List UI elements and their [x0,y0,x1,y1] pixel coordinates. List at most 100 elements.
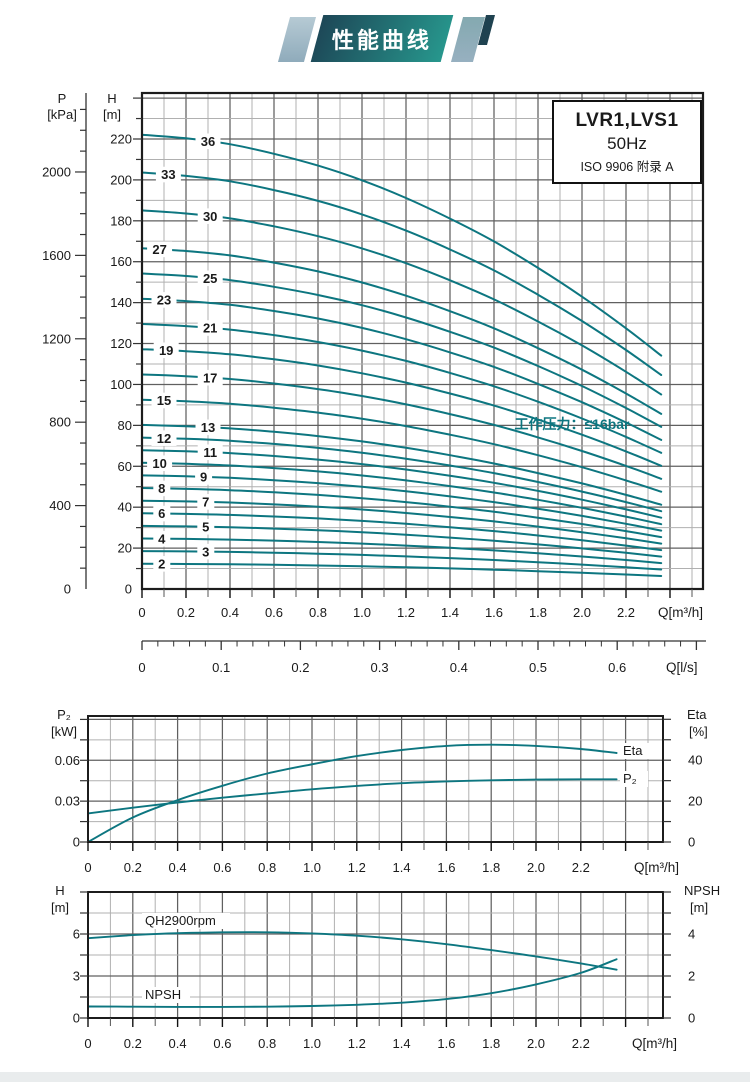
svg-text:Eta: Eta [623,743,643,758]
svg-text:2.2: 2.2 [572,1036,590,1051]
svg-text:25: 25 [203,271,217,286]
svg-text:0: 0 [84,860,91,875]
svg-text:1.6: 1.6 [437,860,455,875]
svg-text:2.2: 2.2 [617,605,635,620]
svg-text:1200: 1200 [42,331,71,346]
bottom-section-edge [0,1072,750,1082]
svg-text:20: 20 [688,794,702,809]
svg-text:1.2: 1.2 [397,605,415,620]
svg-text:1.8: 1.8 [482,860,500,875]
svg-text:0.06: 0.06 [55,753,80,768]
svg-text:0.6: 0.6 [265,605,283,620]
svg-text:200: 200 [110,172,132,187]
svg-text:0.3: 0.3 [371,660,389,675]
qh-npsh-curves [87,931,618,1008]
svg-text:0: 0 [688,1011,695,1026]
svg-text:0.6: 0.6 [608,660,626,675]
svg-text:0: 0 [138,660,145,675]
svg-text:1.8: 1.8 [529,605,547,620]
svg-text:0.6: 0.6 [213,1036,231,1051]
svg-text:120: 120 [110,336,132,351]
svg-text:0.1: 0.1 [212,660,230,675]
page-title: 性能曲线 [331,27,432,53]
hq-stage-labels: 36 33 30 27 25 23 21 19 17 15 13 12 11 10 9 8 7 6 5 4 3 2 [147,133,223,572]
svg-text:0.4: 0.4 [221,605,239,620]
svg-text:H: H [55,883,64,898]
svg-text:27: 27 [152,242,166,257]
svg-text:4: 4 [688,927,695,942]
svg-text:160: 160 [110,254,132,269]
svg-text:1.6: 1.6 [485,605,503,620]
svg-text:0.2: 0.2 [124,860,142,875]
svg-text:1.6: 1.6 [437,1036,455,1051]
svg-text:140: 140 [110,295,132,310]
svg-text:4: 4 [158,531,166,546]
svg-text:0: 0 [84,1036,91,1051]
svg-text:0.8: 0.8 [258,1036,276,1051]
svg-text:[kPa]: [kPa] [47,107,77,122]
svg-text:[m]: [m] [103,107,121,122]
svg-text:0: 0 [73,835,80,850]
svg-text:0: 0 [125,582,132,597]
svg-text:Q[m³/h]: Q[m³/h] [658,605,703,620]
p2-eta-chart: 0 0.03 0.06 0 20 40 P₂ [kW] Eta [%] 0 0.2 0.4 0.6 0.8 1… [51,707,708,875]
svg-text:0.8: 0.8 [258,860,276,875]
svg-text:P₂: P₂ [57,707,71,722]
svg-text:1.0: 1.0 [353,605,371,620]
svg-text:[kW]: [kW] [51,724,77,739]
p2-eta-curves [87,743,618,843]
svg-text:6: 6 [73,927,80,942]
svg-text:1.8: 1.8 [482,1036,500,1051]
svg-text:Q[m³/h]: Q[m³/h] [634,860,679,875]
svg-text:19: 19 [159,343,173,358]
svg-text:13: 13 [201,420,215,435]
frequency-label: 50Hz [607,133,647,153]
qh-npsh-chart: 0 3 6 0 2 4 H [m] NPSH [m] 0 0.2 0.4 0.6 0.8 1.0 1.2 1.4 1… [51,883,720,1051]
svg-text:9: 9 [200,470,207,485]
svg-text:[m]: [m] [690,900,708,915]
svg-text:0.2: 0.2 [124,1036,142,1051]
svg-text:36: 36 [201,134,215,149]
svg-text:QH2900rpm: QH2900rpm [145,913,216,928]
svg-text:0.4: 0.4 [169,1036,187,1051]
svg-text:2.0: 2.0 [527,860,545,875]
svg-text:40: 40 [688,753,702,768]
svg-text:80: 80 [118,418,132,433]
svg-text:NPSH: NPSH [145,987,181,1002]
svg-text:1.2: 1.2 [348,1036,366,1051]
svg-text:17: 17 [203,370,217,385]
svg-text:P: P [58,91,67,106]
svg-text:180: 180 [110,213,132,228]
svg-text:0.4: 0.4 [450,660,468,675]
svg-text:0.2: 0.2 [177,605,195,620]
svg-text:0.6: 0.6 [213,860,231,875]
qh-npsh-axes: 0 3 6 0 2 4 H [m] NPSH [m] 0 0.2 0.4 0.6 0.8 1.0 1.2 1.4 1… [51,883,720,1051]
svg-text:Q[l/s]: Q[l/s] [666,660,698,675]
svg-text:0.8: 0.8 [309,605,327,620]
svg-text:0: 0 [138,605,145,620]
p2-eta-axes: 0 0.03 0.06 0 20 40 P₂ [kW] Eta [%] 0 0.2 0.4 0.6 0.8 1… [51,707,708,875]
svg-text:33: 33 [161,167,175,182]
svg-text:[%]: [%] [689,724,708,739]
svg-text:0: 0 [688,835,695,850]
chart-title-box: LVR1,LVS1 50Hz ISO 9906 附录 A [552,100,702,184]
svg-text:11: 11 [203,445,217,460]
svg-text:P₂: P₂ [623,771,637,786]
svg-text:[m]: [m] [51,900,69,915]
svg-text:Eta: Eta [687,707,707,722]
svg-text:2: 2 [158,556,165,571]
iso-standard-label: ISO 9906 附录 A [580,159,674,174]
svg-text:1.0: 1.0 [303,1036,321,1051]
svg-text:3: 3 [73,969,80,984]
svg-text:0: 0 [64,582,71,597]
svg-text:0.4: 0.4 [169,860,187,875]
svg-text:0.2: 0.2 [291,660,309,675]
svg-text:2.0: 2.0 [527,1036,545,1051]
svg-text:1.4: 1.4 [441,605,459,620]
p2-eta-labels: Eta P₂ [620,743,650,787]
svg-text:工作压力：≤16bar: 工作压力：≤16bar [514,416,630,432]
qh-npsh-labels: QH2900rpm NPSH [142,913,230,1003]
svg-text:12: 12 [157,431,171,446]
svg-text:2: 2 [688,969,695,984]
